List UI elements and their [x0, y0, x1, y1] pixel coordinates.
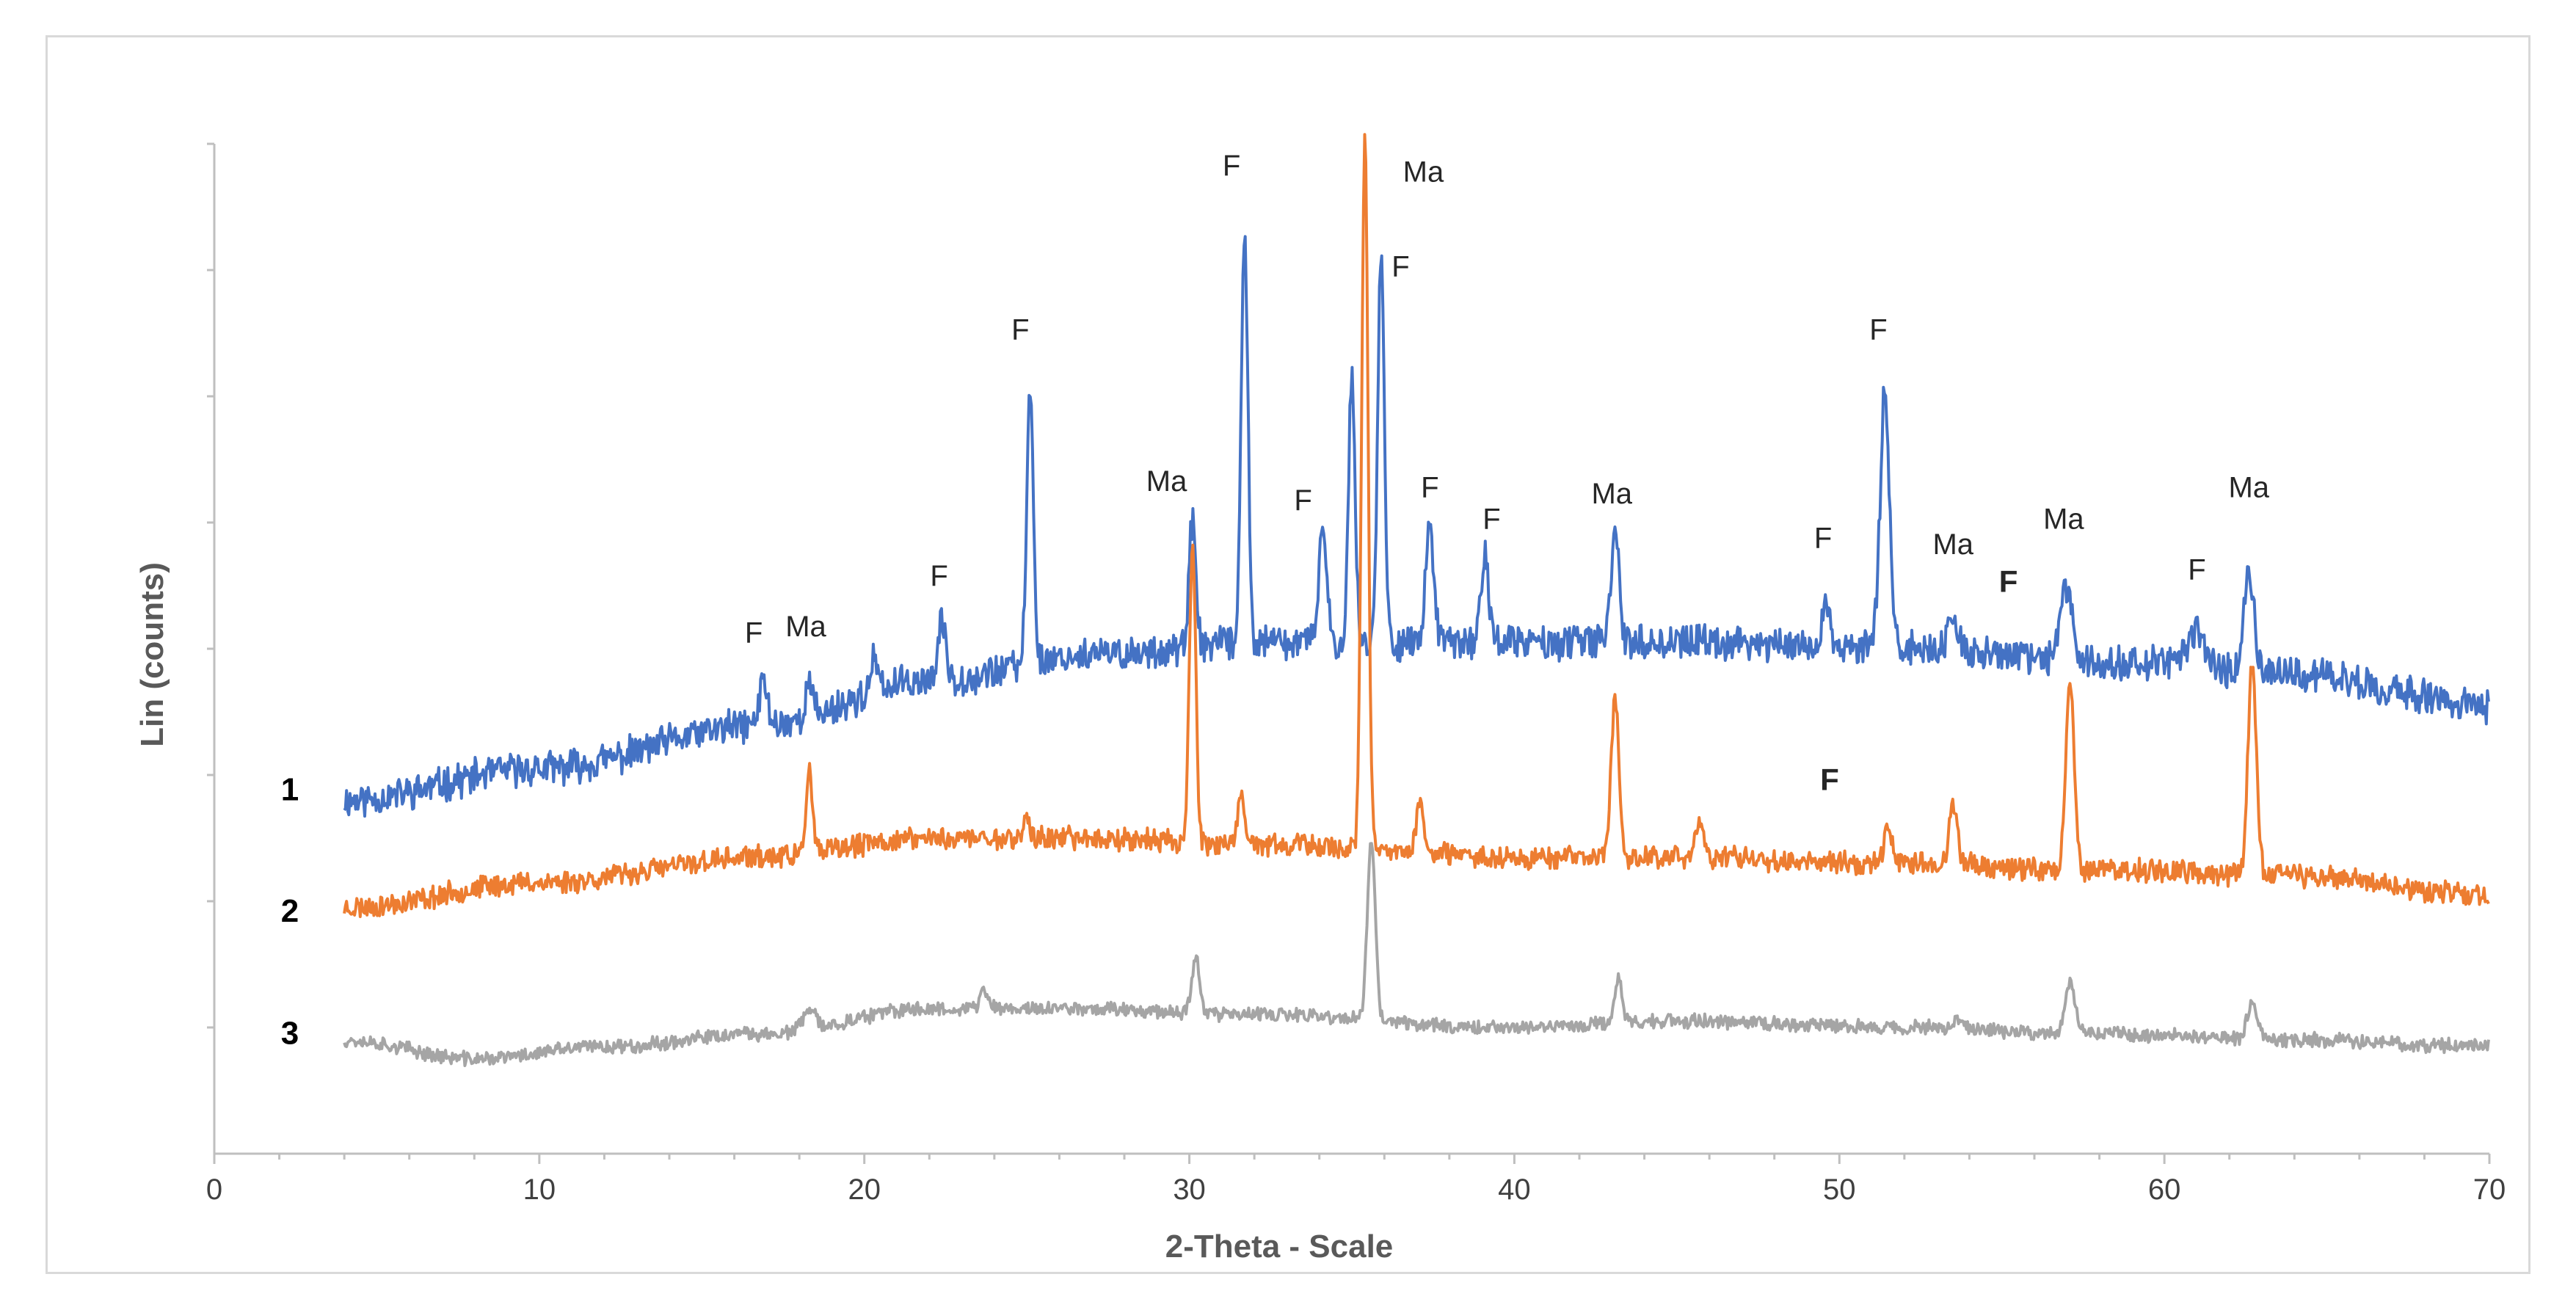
peak-label: F — [1814, 522, 1832, 554]
x-tick-label: 50 — [1823, 1173, 1856, 1206]
peak-label: F — [1820, 763, 1839, 797]
peak-label: Ma — [785, 611, 826, 643]
peak-label: Ma — [1932, 528, 1973, 561]
peak-label: Ma — [2043, 503, 2084, 536]
x-tick-label: 10 — [523, 1173, 556, 1206]
series-2-label: 2 — [281, 893, 299, 929]
x-tick-label: 40 — [1498, 1173, 1531, 1206]
x-axis-title: 2-Theta - Scale — [1165, 1229, 1394, 1264]
peak-label: F — [1869, 314, 1887, 346]
series-1-label: 1 — [281, 772, 299, 808]
annotation-layer: F Ma F F Ma F F Ma F F F Ma F F Ma F Ma F Ma F — [745, 150, 2270, 797]
series-3-line — [343, 842, 2490, 1068]
series-2-line — [343, 133, 2490, 918]
peak-label: F — [1011, 314, 1029, 346]
x-tick-label: 0 — [206, 1173, 222, 1206]
peak-label: F — [1999, 564, 2018, 599]
peak-label: F — [930, 560, 947, 592]
series-1-line — [343, 235, 2490, 818]
x-tick-label: 70 — [2473, 1173, 2506, 1206]
x-tick-label: 20 — [848, 1173, 881, 1206]
peak-label: Ma — [1403, 156, 1444, 189]
series-layer: 1 2 3 — [281, 133, 2490, 1068]
peak-label: F — [1421, 472, 1438, 504]
peak-label: Ma — [1591, 478, 1632, 510]
series-3-label: 3 — [281, 1016, 299, 1052]
peak-label: Ma — [2228, 472, 2269, 504]
peak-label: F — [2188, 553, 2205, 586]
peak-label: F — [1223, 150, 1240, 182]
peak-label: Ma — [1146, 465, 1187, 498]
peak-label: F — [1294, 484, 1311, 517]
x-tick-label: 30 — [1173, 1173, 1206, 1206]
y-axis-title: Lin (counts) — [134, 562, 170, 747]
x-tick-label: 60 — [2148, 1173, 2181, 1206]
peak-label: F — [1482, 503, 1500, 536]
peak-label: F — [1391, 251, 1409, 283]
axes: 0 10 20 30 40 50 60 70 — [206, 142, 2506, 1206]
peak-label: F — [745, 616, 763, 649]
